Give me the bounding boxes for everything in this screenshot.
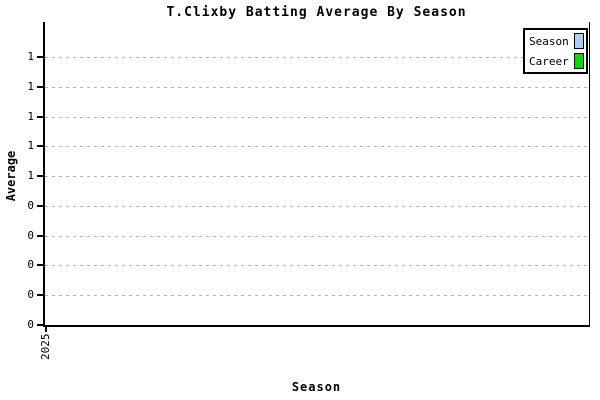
y-gridline (45, 265, 589, 266)
y-gridline (45, 206, 589, 207)
y-tick-mark (37, 56, 43, 58)
y-tick-mark (37, 145, 43, 147)
y-tick-label: 0 (27, 199, 34, 212)
legend: Season Career (523, 28, 588, 74)
y-tick-mark (37, 116, 43, 118)
y-tick-label: 0 (27, 258, 34, 271)
y-tick-mark (37, 235, 43, 237)
season-color-swatch (574, 33, 584, 49)
x-tick-label: 2025 (39, 333, 52, 361)
y-gridline (45, 176, 589, 177)
legend-item-label: Career (529, 54, 569, 68)
y-gridline (45, 117, 589, 118)
y-tick-mark (37, 175, 43, 177)
y-tick-label: 1 (27, 110, 34, 123)
y-tick-mark (37, 294, 43, 296)
y-tick-label: 0 (27, 288, 34, 301)
chart-title: T.Clixby Batting Average By Season (166, 5, 467, 20)
x-tick-mark (45, 325, 47, 332)
y-gridline (45, 57, 589, 58)
y-tick-mark (37, 205, 43, 207)
y-gridline (45, 87, 589, 88)
legend-item-label: Season (529, 34, 569, 48)
y-gridline (45, 236, 589, 237)
y-tick-label: 0 (27, 229, 34, 242)
y-gridline (45, 295, 589, 296)
y-tick-label: 1 (27, 169, 34, 182)
y-tick-mark (37, 264, 43, 266)
y-tick-mark (37, 86, 43, 88)
y-tick-label: 1 (27, 139, 34, 152)
y-tick-label: 0 (27, 318, 34, 331)
career-color-swatch (574, 53, 584, 69)
legend-item: Season (529, 31, 584, 51)
plot-area: 1 1 1 1 1 0 0 0 0 0 2025 (27, 22, 590, 360)
y-tick-mark (37, 324, 43, 326)
x-axis-title: Season (291, 380, 342, 394)
y-tick-label: 1 (27, 80, 34, 93)
legend-item: Career (529, 51, 584, 71)
y-gridline (45, 146, 589, 147)
y-axis-title: Average (4, 150, 18, 202)
y-tick-label: 1 (27, 50, 34, 63)
